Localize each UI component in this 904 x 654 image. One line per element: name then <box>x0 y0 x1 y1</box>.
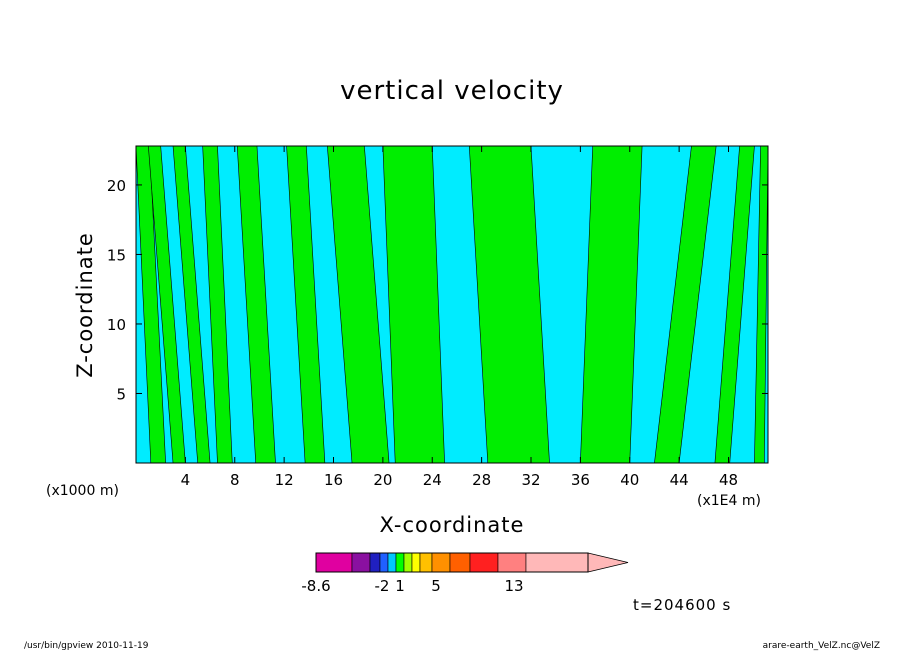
colorbar-swatch <box>431 552 451 573</box>
x-tick-label: 20 <box>373 471 392 489</box>
time-label: t=204600 s <box>633 596 732 614</box>
x-tick-label: 16 <box>324 471 343 489</box>
x-tick-label: 32 <box>521 471 540 489</box>
colorbar-swatch <box>419 552 433 573</box>
x-axis-label: X-coordinate <box>379 513 525 537</box>
x-tick-label: 36 <box>571 471 590 489</box>
x-tick-label: 44 <box>670 471 689 489</box>
x-tick-label: 28 <box>472 471 491 489</box>
colorbar-swatch <box>387 552 397 573</box>
x-tick-label: 4 <box>181 471 191 489</box>
contour-field <box>135 145 769 464</box>
colorbar-tick-label: 5 <box>431 577 441 595</box>
colorbar-extend-arrow <box>587 552 629 573</box>
colorbar-tick-label: -8.6 <box>301 577 330 595</box>
colorbar-swatch <box>315 552 353 573</box>
footer-source: arare-earth_VelZ.nc@VelZ <box>762 641 880 651</box>
colorbar-swatch <box>469 552 499 573</box>
y-tick-label: 20 <box>107 177 126 195</box>
footer-program: /usr/bin/gpview 2010-11-19 <box>24 641 149 651</box>
x-tick-label: 12 <box>275 471 294 489</box>
colorbar-swatch <box>369 552 381 573</box>
colorbar-tick-label: 1 <box>395 577 405 595</box>
colorbar-swatch <box>411 552 421 573</box>
y-tick-label: 10 <box>107 316 126 334</box>
colorbar-swatch <box>395 552 405 573</box>
y-tick-label: 5 <box>116 385 126 403</box>
colorbar-swatch <box>351 552 371 573</box>
colorbar-frame <box>315 552 589 573</box>
x-unit-label: (x1000 m) <box>46 483 119 499</box>
y-axis-label: Z-coordinate <box>73 232 97 378</box>
colorbar-swatch <box>379 552 389 573</box>
x-tick-label: 8 <box>230 471 240 489</box>
colorbar-tick-label: -2 <box>375 577 390 595</box>
plot-frame <box>135 145 769 464</box>
x-scale-label: (x1E4 m) <box>697 493 761 509</box>
colorbar-swatch <box>497 552 527 573</box>
colorbar-swatch <box>403 552 413 573</box>
chart-title: vertical velocity <box>340 76 564 106</box>
x-axis: 4 8 12 16 20 24 28 32 36 40 44 48 <box>181 146 738 489</box>
colorbar-swatch <box>525 552 589 573</box>
x-tick-label: 24 <box>423 471 442 489</box>
x-tick-label: 40 <box>620 471 639 489</box>
colorbar-tick-label: 13 <box>504 577 523 595</box>
colorbar-swatch <box>449 552 471 573</box>
x-tick-label: 48 <box>719 471 738 489</box>
y-axis: 5 10 15 20 <box>107 177 768 403</box>
y-tick-label: 15 <box>107 246 126 264</box>
colorbar: -8.6 -2 1 5 13 <box>301 552 629 595</box>
